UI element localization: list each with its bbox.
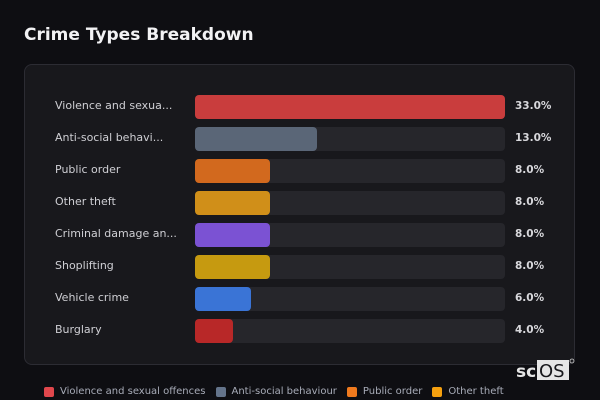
bar-track — [195, 319, 505, 343]
bar-track — [195, 287, 505, 311]
value-label: 8.0% — [515, 260, 545, 272]
category-label: Violence and sexua... — [55, 99, 173, 112]
legend-swatch — [432, 386, 443, 397]
chart-title: Crime Types Breakdown — [24, 25, 254, 45]
legend-swatch — [346, 386, 357, 397]
bar[interactable] — [195, 319, 233, 343]
svg-text:OS: OS — [539, 361, 565, 381]
chart-card: Violence and sexua... 33.0% Anti-social b… — [24, 64, 575, 365]
category-label: Criminal damage an... — [55, 227, 177, 240]
bar-row: Vehicle crime 6.0% — [25, 287, 574, 311]
bar[interactable] — [195, 255, 271, 279]
legend-label: Public order — [362, 386, 423, 397]
bar[interactable] — [195, 127, 318, 151]
bar-track — [195, 255, 505, 279]
bar[interactable] — [195, 223, 271, 247]
legend-item[interactable]: Violence and sexual offences — [44, 386, 206, 397]
bar-row: Other theft 8.0% — [25, 191, 574, 215]
scos-logo: sc OS — [516, 358, 575, 381]
bar[interactable] — [195, 287, 252, 311]
category-label: Other theft — [55, 195, 116, 208]
bar[interactable] — [195, 95, 505, 119]
legend-label: Other theft — [448, 386, 504, 397]
svg-text:sc: sc — [516, 362, 536, 381]
bar-row: Violence and sexua... 33.0% — [25, 95, 574, 119]
legend-item[interactable]: Other theft — [432, 386, 504, 397]
category-label: Vehicle crime — [55, 291, 129, 304]
bar-row: Public order 8.0% — [25, 159, 574, 183]
legend-swatch — [215, 386, 226, 397]
bar-track — [195, 159, 505, 183]
value-label: 8.0% — [515, 228, 545, 240]
bar-row: Anti-social behavi... 13.0% — [25, 127, 574, 151]
category-label: Anti-social behavi... — [55, 131, 164, 144]
category-label: Shoplifting — [55, 259, 114, 272]
legend: Violence and sexual offences Anti-social … — [44, 386, 504, 397]
bar-track — [195, 191, 505, 215]
bar[interactable] — [195, 191, 271, 215]
value-label: 6.0% — [515, 292, 545, 304]
bar[interactable] — [195, 159, 271, 183]
legend-label: Anti-social behaviour — [231, 386, 337, 397]
legend-item[interactable]: Anti-social behaviour — [215, 386, 337, 397]
bar-track — [195, 95, 505, 119]
legend-item[interactable]: Public order — [346, 386, 423, 397]
bar-row: Burglary 4.0% — [25, 319, 574, 343]
category-label: Public order — [55, 163, 121, 176]
legend-swatch — [44, 386, 54, 397]
value-label: 8.0% — [515, 164, 545, 176]
bar-track — [195, 223, 505, 247]
value-label: 8.0% — [515, 196, 545, 208]
value-label: 33.0% — [515, 100, 552, 112]
bar-row: Shoplifting 8.0% — [25, 255, 574, 279]
legend-label: Violence and sexual offences — [60, 386, 206, 397]
category-label: Burglary — [55, 323, 102, 336]
value-label: 13.0% — [515, 132, 552, 144]
bar-row: Criminal damage an... 8.0% — [25, 223, 574, 247]
bar-track — [195, 127, 505, 151]
value-label: 4.0% — [515, 324, 545, 336]
